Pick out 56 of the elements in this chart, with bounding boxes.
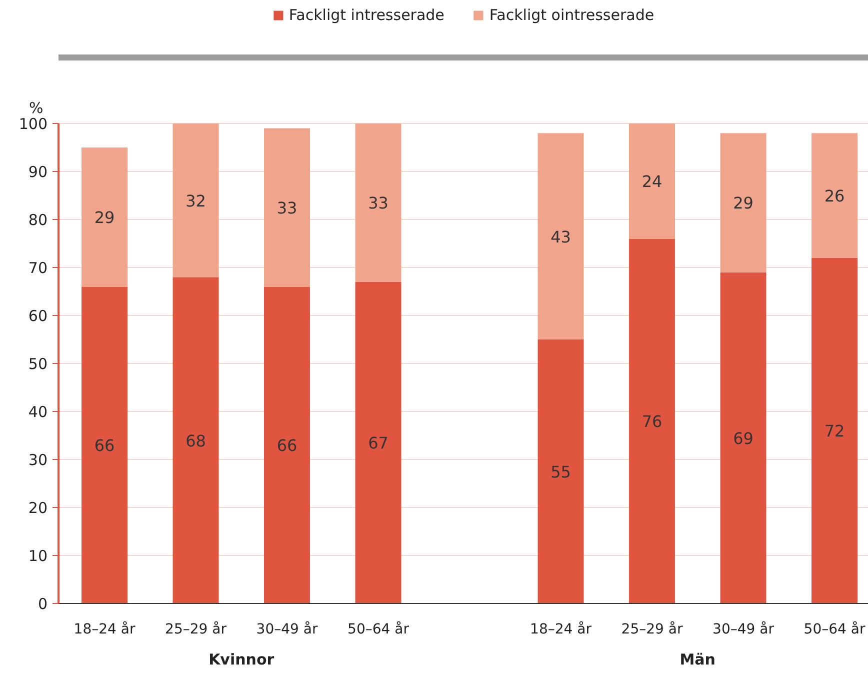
bar (355, 124, 402, 282)
data-label: 68 (186, 431, 206, 450)
bar (82, 148, 128, 287)
bar (82, 286, 128, 604)
bar (172, 124, 219, 278)
bar (812, 133, 858, 258)
data-label: 66 (94, 436, 115, 456)
bar (538, 340, 584, 604)
data-label: 66 (276, 436, 298, 456)
data-label: 72 (824, 422, 845, 441)
bar (172, 277, 219, 604)
data-label: 33 (276, 198, 298, 218)
bar (812, 258, 858, 604)
y-tick-label: 20 (28, 499, 48, 517)
bar (355, 282, 402, 604)
x-tick-label: 18–24 år (530, 620, 592, 638)
bar (264, 128, 310, 287)
bar (720, 133, 766, 272)
bar (720, 272, 766, 604)
data-label: 33 (368, 194, 388, 213)
x-tick-label: 25–29 år (621, 620, 683, 638)
x-tick-label: 50–64 år (804, 620, 866, 638)
legend-label: Fackligt intresserade (288, 6, 444, 24)
y-tick-label: 30 (28, 451, 48, 469)
data-label: 43 (550, 227, 571, 246)
x-tick-label: 18–24 år (74, 620, 136, 638)
data-label: 29 (733, 194, 754, 213)
x-tick-label: 25–29 år (165, 620, 227, 638)
bar (629, 238, 675, 604)
text: Kvinnor (208, 650, 275, 668)
x-tick-label: 30–49 år (712, 620, 774, 638)
y-axis-title: % (29, 98, 44, 118)
x-tick-label: 30–49 år (256, 620, 318, 638)
y-tick-label: 80 (28, 211, 48, 229)
y-tick-label: 90 (28, 163, 48, 181)
y-tick-label: 70 (28, 259, 48, 277)
data-label: 24 (642, 172, 662, 192)
y-tick-label: 40 (28, 403, 48, 421)
y-tick-label: 60 (28, 307, 48, 325)
text: Män (680, 650, 716, 668)
bar (629, 124, 675, 239)
data-label: 67 (368, 434, 388, 453)
data-label: 55 (550, 462, 571, 482)
data-label: 32 (186, 191, 206, 210)
x-tick-label: 50–64 år (348, 620, 410, 638)
bar (264, 286, 310, 604)
y-tick-label: 100 (18, 115, 48, 133)
bar (538, 133, 584, 340)
data-label: 29 (94, 208, 115, 228)
data-label: 69 (733, 428, 754, 448)
y-tick-label: 0 (38, 595, 48, 613)
legend-label: Fackligt ointresserade (489, 6, 654, 24)
y-tick-label: 50 (28, 355, 48, 373)
data-label: 76 (642, 412, 662, 432)
y-tick-label: 10 (28, 547, 48, 565)
data-label: 26 (824, 186, 845, 206)
